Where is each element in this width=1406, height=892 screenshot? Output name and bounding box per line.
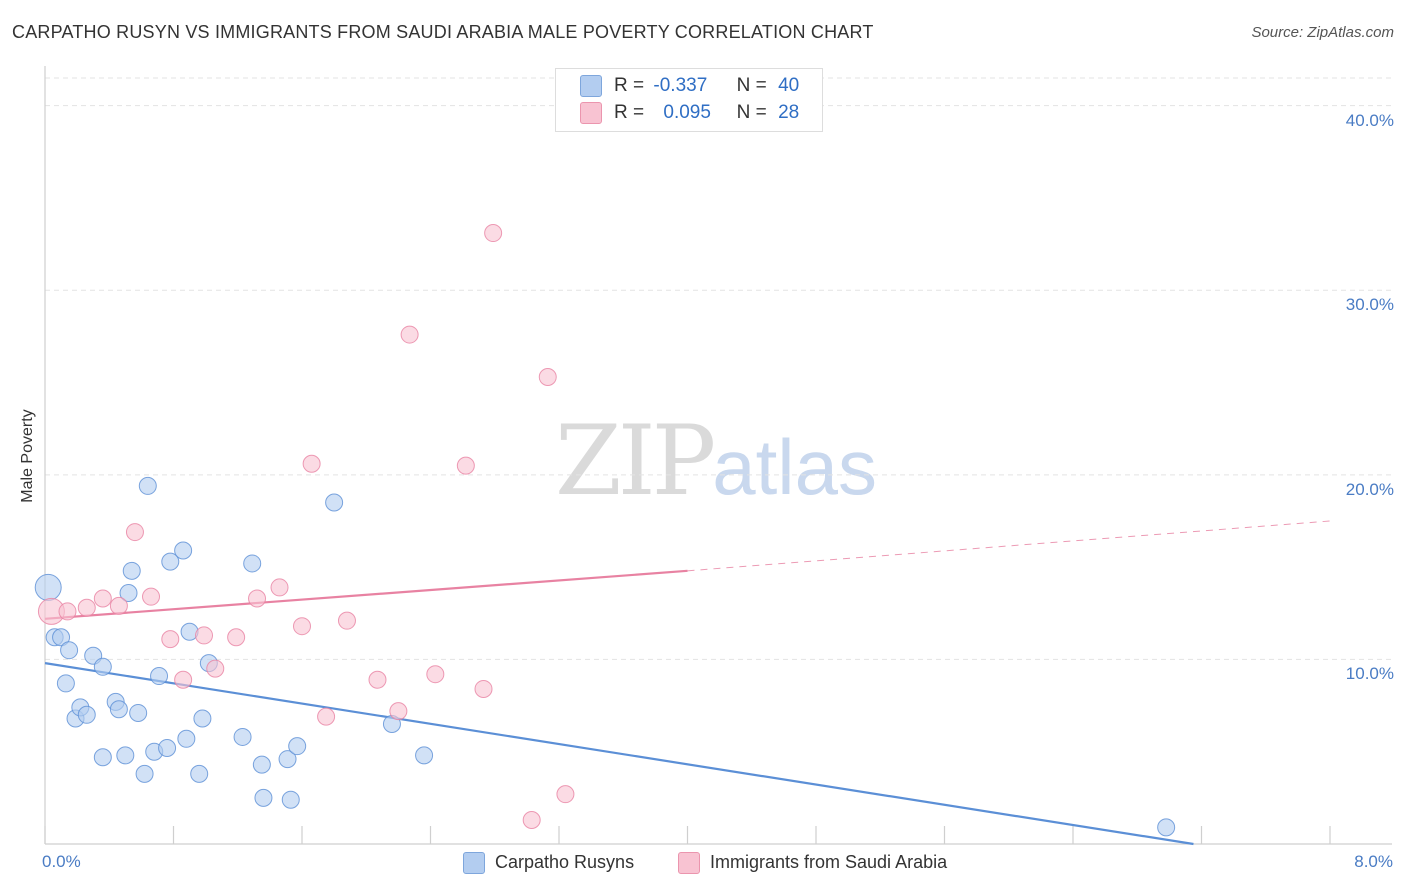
- point-carpatho-rusyns: [109, 700, 128, 719]
- grid-lines: [45, 77, 1392, 660]
- point-carpatho-rusyns: [325, 493, 344, 512]
- point-carpatho-rusyns: [116, 746, 135, 765]
- legend-r-value: 0.095: [663, 102, 711, 124]
- point-carpatho-rusyns: [1157, 818, 1176, 837]
- legend-n-value: 28: [778, 102, 800, 124]
- point-saudi-arabia: [109, 596, 128, 615]
- trend-lines: [44, 520, 1331, 846]
- point-saudi-arabia: [400, 325, 419, 344]
- legend-row-saudi: R = 0.095 N = 28: [580, 102, 799, 124]
- point-carpatho-rusyns: [254, 788, 273, 807]
- legend-r-label: R =: [614, 75, 645, 97]
- point-saudi-arabia: [125, 523, 144, 542]
- point-carpatho-rusyns: [174, 541, 193, 560]
- watermark: ZIPatlas: [555, 405, 877, 517]
- point-carpatho-rusyns: [150, 667, 169, 686]
- legend-swatch-pink: [580, 102, 602, 124]
- point-carpatho-rusyns: [34, 573, 62, 601]
- point-carpatho-rusyns: [129, 703, 148, 722]
- legend-swatch-blue: [580, 75, 602, 97]
- point-saudi-arabia: [484, 224, 503, 243]
- correlation-legend: R = -0.337 N = 40 R = 0.095 N = 28: [555, 68, 823, 132]
- point-carpatho-rusyns: [119, 583, 138, 602]
- bottom-legend-saudi: Immigrants from Saudi Arabia: [678, 852, 948, 875]
- point-saudi-arabia: [174, 670, 193, 689]
- chart-title: CARPATHO RUSYN VS IMMIGRANTS FROM SAUDI …: [12, 22, 874, 42]
- point-saudi-arabia: [248, 589, 267, 608]
- point-saudi-arabia: [317, 707, 336, 726]
- point-carpatho-rusyns: [77, 705, 96, 724]
- point-carpatho-rusyns: [135, 764, 154, 783]
- point-saudi-arabia: [426, 665, 445, 684]
- watermark-atlas: atlas: [712, 423, 877, 511]
- point-saudi-arabia: [556, 785, 575, 804]
- point-saudi-arabia: [474, 679, 493, 698]
- x-tick-label: 8.0%: [1354, 852, 1393, 871]
- x-tick-label: 0.0%: [42, 852, 81, 871]
- bottom-legend-swatch-blue: [463, 852, 485, 875]
- legend-n-label: N =: [736, 75, 767, 97]
- point-saudi-arabia: [58, 602, 77, 621]
- legend-r-label: R =: [614, 102, 645, 124]
- legend-r-value: -0.337: [653, 75, 708, 97]
- point-carpatho-rusyns: [193, 709, 212, 728]
- point-carpatho-rusyns: [288, 737, 307, 756]
- point-carpatho-rusyns: [281, 790, 300, 809]
- point-saudi-arabia: [302, 454, 321, 473]
- point-saudi-arabia: [227, 628, 246, 647]
- data-points: [34, 224, 1176, 837]
- point-carpatho-rusyns: [278, 750, 297, 769]
- point-carpatho-rusyns: [56, 674, 75, 693]
- source-credit: Source: ZipAtlas.com: [1251, 24, 1394, 41]
- point-saudi-arabia: [270, 578, 289, 597]
- point-saudi-arabia: [522, 811, 541, 830]
- watermark-zip: ZIP: [555, 405, 716, 517]
- trend-line: [44, 569, 688, 620]
- point-carpatho-rusyns: [122, 561, 141, 580]
- point-carpatho-rusyns: [52, 628, 71, 647]
- point-saudi-arabia: [293, 617, 311, 636]
- bottom-legend-rusyns: Carpatho Rusyns: [463, 852, 635, 875]
- point-saudi-arabia: [195, 626, 214, 645]
- point-carpatho-rusyns: [60, 641, 79, 660]
- point-saudi-arabia: [337, 611, 356, 630]
- point-carpatho-rusyns: [243, 554, 262, 573]
- point-saudi-arabia: [142, 587, 161, 606]
- point-carpatho-rusyns: [138, 476, 157, 495]
- point-saudi-arabia: [389, 702, 408, 721]
- bottom-legend-label: Immigrants from Saudi Arabia: [710, 852, 948, 872]
- point-carpatho-rusyns: [158, 739, 177, 758]
- axes: [44, 66, 1392, 845]
- point-carpatho-rusyns: [252, 755, 271, 774]
- point-saudi-arabia: [456, 456, 475, 475]
- y-tick-label: 30.0%: [1345, 295, 1394, 315]
- point-carpatho-rusyns: [161, 552, 180, 571]
- point-saudi-arabia: [77, 598, 96, 617]
- legend-n-value: 40: [778, 75, 800, 97]
- point-carpatho-rusyns: [233, 727, 252, 746]
- trend-line: [44, 662, 1194, 846]
- point-carpatho-rusyns: [190, 764, 209, 783]
- y-tick-label: 10.0%: [1345, 664, 1394, 684]
- y-tick-label: 20.0%: [1345, 479, 1394, 499]
- legend-n-label: N =: [736, 102, 767, 124]
- point-saudi-arabia: [93, 589, 112, 608]
- point-carpatho-rusyns: [177, 729, 196, 748]
- bottom-legend-swatch-pink: [678, 852, 700, 875]
- point-carpatho-rusyns: [93, 748, 112, 767]
- point-saudi-arabia: [368, 670, 387, 689]
- point-carpatho-rusyns: [93, 657, 112, 676]
- legend-row-rusyns: R = -0.337 N = 40: [580, 75, 799, 97]
- point-saudi-arabia: [161, 630, 180, 649]
- y-tick-label: 40.0%: [1345, 110, 1394, 130]
- trend-line: [687, 520, 1331, 572]
- point-saudi-arabia: [206, 659, 225, 678]
- bottom-legend-label: Carpatho Rusyns: [495, 852, 635, 872]
- point-carpatho-rusyns: [415, 746, 434, 765]
- point-saudi-arabia: [538, 368, 557, 387]
